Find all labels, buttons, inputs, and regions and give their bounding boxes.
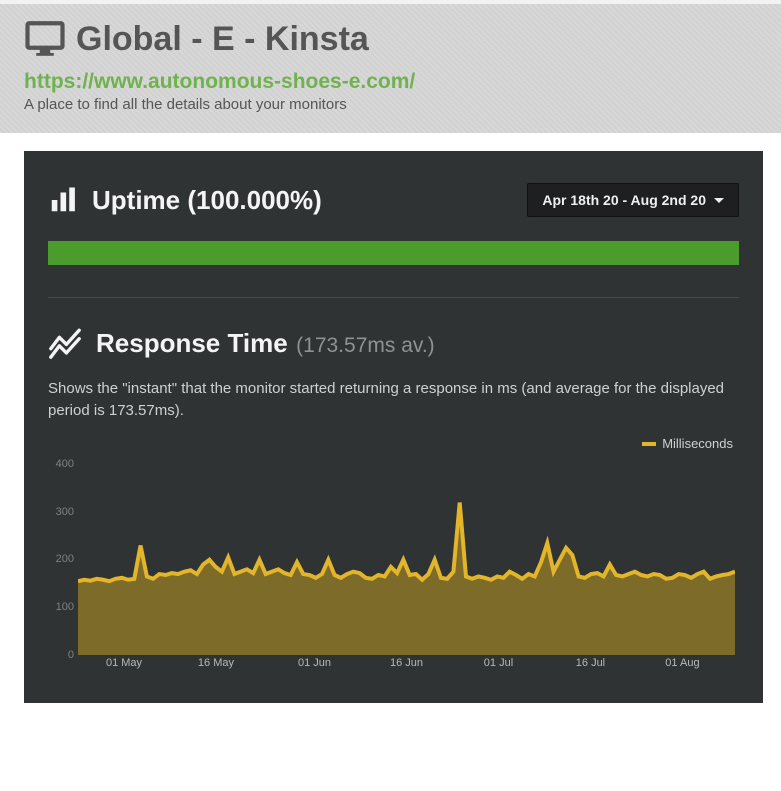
response-time-description: Shows the "instant" that the monitor sta… [48,378,739,422]
x-tick-label: 16 Jul [576,657,605,669]
y-tick-label: 300 [56,506,74,518]
y-tick-label: 400 [56,458,74,470]
x-tick-label: 01 Jun [298,657,331,669]
uptime-percent: (100.000%) [187,185,321,215]
response-time-title: Response Time [96,328,288,358]
x-tick-label: 01 Jul [484,657,513,669]
legend-label: Milliseconds [662,436,733,451]
monitor-url-link[interactable]: https://www.autonomous-shoes-e.com/ [24,70,415,94]
legend-swatch-icon [642,442,656,446]
y-tick-label: 0 [68,649,74,661]
date-range-label: Apr 18th 20 - Aug 2nd 20 [542,192,706,208]
page-title: Global - E - Kinsta [76,20,369,59]
title-row: Global - E - Kinsta [24,18,757,60]
response-time-chart-wrap: Milliseconds 0100200300400 01 May16 May0… [48,436,739,675]
section-divider [48,297,739,298]
uptime-bar [48,241,739,265]
monitor-icon [24,18,66,60]
x-tick-label: 01 May [106,657,142,669]
x-tick-label: 01 Aug [665,657,699,669]
y-axis-labels: 0100200300400 [48,455,76,655]
page-header: Global - E - Kinsta https://www.autonomo… [0,0,781,133]
response-time-header: Response Time (173.57ms av.) [48,326,739,360]
caret-down-icon [714,198,724,203]
x-tick-label: 16 Jun [390,657,423,669]
uptime-title-wrap: Uptime (100.000%) [48,185,322,216]
response-time-title-wrap: Response Time (173.57ms av.) [96,328,435,359]
chart-plot-area [78,455,735,655]
uptime-header-row: Uptime (100.000%) Apr 18th 20 - Aug 2nd … [48,183,739,217]
x-axis-labels: 01 May 16 May 01 Jun 16 Jun 01 Jul 16 Jul 01 A… [78,657,735,675]
page-subtitle: A place to find all the details about yo… [24,96,757,113]
uptime-title: Uptime (100.000%) [92,185,322,216]
date-range-button[interactable]: Apr 18th 20 - Aug 2nd 20 [527,183,739,217]
chart-legend: Milliseconds [48,436,739,455]
trend-line-icon [48,326,82,360]
y-tick-label: 100 [56,601,74,613]
response-time-average: (173.57ms av.) [296,334,435,357]
y-tick-label: 200 [56,553,74,565]
bar-chart-icon [48,185,78,215]
x-tick-label: 16 May [198,657,234,669]
stats-panel: Uptime (100.000%) Apr 18th 20 - Aug 2nd … [24,151,763,703]
response-time-chart[interactable]: 0100200300400 01 May16 May01 Jun16 Jun01… [78,455,735,675]
uptime-label: Uptime [92,185,180,215]
